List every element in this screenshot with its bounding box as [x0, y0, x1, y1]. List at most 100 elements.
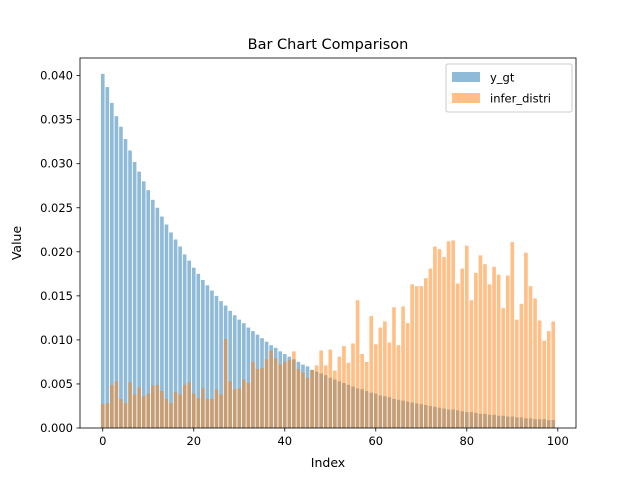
bar-infer-distri-21	[196, 398, 201, 428]
bar-infer-distri-65	[396, 345, 401, 428]
bar-infer-distri-77	[451, 240, 455, 428]
y-tick-label: 0.040	[40, 69, 73, 83]
bar-y-gt-25	[214, 295, 219, 428]
bar-infer-distri-91	[515, 319, 519, 428]
bar-infer-distri-79	[460, 268, 465, 428]
bar-y-gt-32	[246, 327, 251, 428]
bar-infer-distri-78	[455, 283, 460, 428]
bar-infer-distri-37	[269, 350, 273, 428]
bar-infer-distri-59	[369, 316, 374, 428]
y-tick-label: 0.030	[40, 157, 73, 171]
bar-infer-distri-49	[323, 365, 328, 428]
bar-infer-distri-82	[474, 272, 478, 428]
bar-infer-distri-40	[282, 361, 287, 428]
bar-infer-distri-85	[487, 284, 492, 428]
bar-y-gt-8	[137, 171, 141, 428]
bar-infer-distri-15	[169, 403, 173, 428]
bar-infer-distri-24	[210, 398, 214, 428]
bar-y-gt-12	[155, 207, 160, 428]
bar-y-gt-0	[100, 73, 105, 429]
bar-infer-distri-25	[214, 389, 219, 428]
bar-infer-distri-72	[428, 268, 433, 428]
bar-y-gt-29	[232, 315, 237, 428]
bar-infer-distri-5	[123, 403, 128, 428]
bar-infer-distri-6	[128, 382, 132, 428]
bar-y-gt-9	[141, 181, 146, 428]
bar-infer-distri-84	[483, 264, 487, 428]
y-tick-label: 0.035	[40, 113, 73, 127]
bar-infer-distri-90	[510, 242, 515, 428]
bar-infer-distri-7	[132, 394, 137, 428]
bar-infer-distri-31	[242, 379, 246, 428]
x-axis-label: Index	[311, 455, 345, 470]
bar-y-gt-18	[182, 254, 187, 428]
bar-infer-distri-52	[337, 356, 342, 428]
bar-infer-distri-14	[164, 398, 169, 428]
bar-y-gt-2	[110, 102, 114, 429]
bar-infer-distri-19	[187, 382, 192, 428]
bar-infer-distri-89	[505, 275, 510, 428]
bar-infer-distri-47	[314, 365, 319, 428]
bar-infer-distri-17	[178, 394, 182, 428]
bar-y-gt-20	[191, 267, 196, 428]
bar-infer-distri-93	[524, 252, 528, 428]
bar-y-gt-31	[242, 323, 246, 428]
bar-infer-distri-0	[100, 404, 105, 428]
bar-infer-distri-81	[469, 300, 474, 428]
bar-infer-distri-12	[155, 384, 160, 428]
bar-y-gt-22	[201, 280, 205, 428]
bar-infer-distri-87	[496, 274, 501, 428]
bar-infer-distri-55	[351, 343, 355, 428]
bar-infer-distri-67	[405, 323, 410, 428]
bar-infer-distri-62	[383, 321, 387, 428]
bar-infer-distri-70	[419, 286, 424, 428]
bar-infer-distri-73	[433, 246, 437, 428]
bar-infer-distri-2	[110, 384, 114, 428]
bar-infer-distri-22	[201, 388, 205, 428]
legend: y_gt infer_distri	[445, 63, 573, 113]
bar-infer-distri-74	[437, 249, 442, 428]
bar-infer-distri-66	[401, 306, 405, 428]
x-axis: 0 20 40 60 80 100	[99, 428, 569, 448]
bar-y-gt-11	[150, 199, 155, 428]
bar-infer-distri-35	[260, 368, 264, 428]
y-tick-label: 0.025	[40, 201, 73, 215]
bar-infer-distri-45	[305, 377, 310, 428]
bar-y-gt-13	[160, 216, 164, 428]
y-tick-label: 0.005	[40, 377, 73, 391]
bar-infer-distri-60	[373, 344, 378, 428]
bar-infer-distri-20	[191, 393, 196, 428]
bar-infer-distri-94	[528, 286, 533, 428]
bar-infer-distri-95	[533, 298, 537, 428]
bar-infer-distri-8	[137, 387, 141, 428]
bar-infer-distri-4	[119, 398, 123, 428]
bar-infer-distri-10	[146, 393, 151, 428]
bar-infer-distri-75	[442, 257, 446, 428]
bar-y-gt-14	[164, 224, 169, 428]
bar-y-gt-28	[228, 310, 232, 428]
bar-infer-distri-98	[546, 331, 551, 428]
bar-infer-distri-32	[246, 383, 251, 428]
bar-infer-distri-64	[392, 307, 396, 428]
bar-infer-distri-80	[464, 245, 469, 428]
bar-infer-distri-3	[114, 381, 119, 428]
bar-infer-distri-23	[205, 398, 210, 428]
bar-infer-distri-58	[364, 361, 369, 428]
bar-infer-distri-38	[273, 358, 278, 428]
bar-y-gt-1	[105, 87, 110, 428]
bar-infer-distri-11	[150, 385, 155, 428]
bar-infer-distri-30	[237, 388, 242, 428]
bar-infer-distri-69	[414, 286, 419, 428]
bar-infer-distri-44	[301, 372, 305, 428]
bar-infer-distri-53	[342, 346, 346, 428]
bar-y-gt-7	[132, 161, 137, 428]
y-axis-label: Value	[9, 226, 24, 261]
bar-y-gt-19	[187, 260, 192, 428]
y-tick-label: 0.000	[40, 421, 73, 435]
bar-infer-distri-99	[551, 321, 556, 428]
bar-y-gt-26	[219, 301, 223, 428]
bar-infer-distri-1	[105, 403, 110, 428]
bar-infer-distri-56	[355, 300, 360, 428]
bar-infer-distri-96	[537, 320, 542, 428]
